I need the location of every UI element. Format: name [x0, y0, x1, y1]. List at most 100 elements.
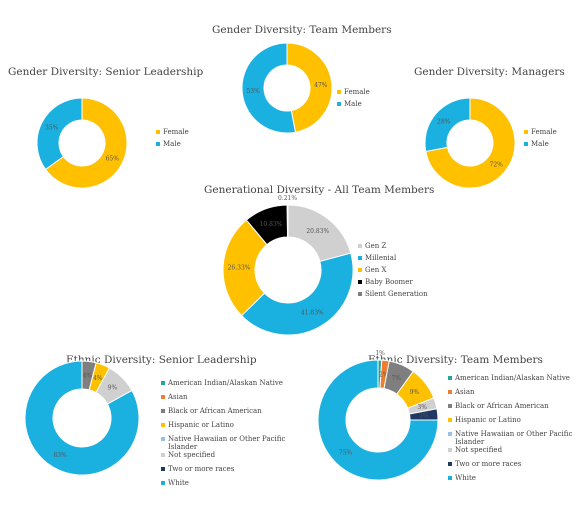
legend-label: Male — [531, 140, 549, 148]
legend-swatch — [161, 437, 165, 441]
legend-label: Hispanic or Latino — [168, 421, 234, 429]
legend-label: White — [168, 479, 189, 487]
legend: American Indian/Alaskan Native Asian Black… — [448, 374, 573, 488]
legend-item-american-indian-alaskan-native[interactable]: American Indian/Alaskan Native — [161, 379, 311, 393]
legend-swatch — [448, 390, 452, 394]
slice-female[interactable] — [44, 97, 128, 189]
legend-swatch — [358, 268, 362, 272]
slice-male[interactable] — [241, 42, 297, 134]
legend-item-white[interactable]: White — [448, 474, 573, 488]
data-label-american-indian-alaskan-native: 1% — [375, 350, 385, 357]
legend-label: Not specified — [168, 451, 216, 459]
slice-female[interactable] — [425, 97, 516, 189]
legend-item-female[interactable]: Female — [156, 128, 216, 140]
legend-item-hispanic-or-latino[interactable]: Hispanic or Latino — [448, 416, 573, 430]
data-label-two-or-more-races: 3% — [419, 413, 429, 420]
chart-title: Gender Diversity: Team Members — [212, 24, 392, 36]
legend-label: Hispanic or Latino — [455, 416, 521, 424]
legend-label: Asian — [455, 388, 475, 396]
legend-label: Black or African American — [455, 402, 549, 410]
slice-white[interactable] — [24, 360, 140, 476]
data-label-silent-generation: 0.21% — [278, 195, 297, 202]
legend-label: Silent Generation — [365, 290, 428, 298]
legend-swatch — [524, 142, 528, 146]
legend-swatch — [161, 395, 165, 399]
legend-item-hispanic-or-latino[interactable]: Hispanic or Latino — [161, 421, 311, 435]
legend-item-female[interactable]: Female — [337, 88, 397, 100]
legend-item-black-or-african-american[interactable]: Black or African American — [161, 407, 311, 421]
legend-item-male[interactable]: Male — [156, 140, 216, 152]
legend-swatch — [337, 102, 341, 106]
legend-swatch — [448, 448, 452, 452]
legend-label: Baby Boomer — [365, 278, 413, 286]
legend-item-native-hawaiian-or-other-pacific-islander[interactable]: Native Hawaiian or Other Pacific Islande… — [161, 435, 311, 451]
legend-item-male[interactable]: Male — [524, 140, 574, 152]
legend: Female Male — [156, 128, 216, 152]
legend-item-asian[interactable]: Asian — [448, 388, 573, 402]
legend-item-millenial[interactable]: Millenial — [358, 254, 468, 266]
slice-female[interactable] — [286, 42, 333, 133]
data-label-female: 65% — [106, 155, 120, 162]
slice-male[interactable] — [424, 97, 471, 153]
legend-label: Asian — [168, 393, 188, 401]
chart-title: Gender Diversity: Senior Leadership — [8, 66, 204, 78]
data-label-female: 47% — [314, 82, 328, 89]
legend-item-female[interactable]: Female — [524, 128, 574, 140]
slice-white[interactable] — [317, 359, 439, 481]
legend-item-baby-boomer[interactable]: Baby Boomer — [358, 278, 468, 290]
data-label-baby-boomer: 10.83% — [260, 221, 283, 228]
legend-swatch — [156, 130, 160, 134]
slice-gen-x[interactable] — [222, 219, 268, 317]
legend-item-silent-generation[interactable]: Silent Generation — [358, 290, 468, 302]
legend-item-not-specified[interactable]: Not specified — [161, 451, 311, 465]
legend-label: Millenial — [365, 254, 397, 262]
legend-item-native-hawaiian-or-other-pacific-islander[interactable]: Native Hawaiian or Other Pacific Islande… — [448, 430, 573, 446]
legend-item-gen-x[interactable]: Gen X — [358, 266, 468, 278]
legend-swatch — [161, 467, 165, 471]
legend-swatch — [448, 404, 452, 408]
data-label-black-or-african-american: 4% — [83, 372, 93, 379]
legend-item-gen-z[interactable]: Gen Z — [358, 242, 468, 254]
slice-millenial[interactable] — [240, 252, 354, 336]
legend-item-two-or-more-races[interactable]: Two or more races — [448, 460, 573, 474]
legend-label: Female — [163, 128, 189, 136]
legend-label: Two or more races — [168, 465, 235, 473]
legend-swatch — [161, 423, 165, 427]
legend-item-two-or-more-races[interactable]: Two or more races — [161, 465, 311, 479]
legend: Female Male — [337, 88, 397, 112]
legend-label: American Indian/Alaskan Native — [455, 374, 570, 382]
legend-label: Gen Z — [365, 242, 387, 250]
data-label-gen-x: 26.33% — [228, 265, 251, 272]
legend-swatch — [358, 292, 362, 296]
slice-male[interactable] — [36, 97, 83, 171]
legend-item-black-or-african-american[interactable]: Black or African American — [448, 402, 573, 416]
legend-swatch — [161, 381, 165, 385]
legend-swatch — [156, 142, 160, 146]
chart-title: Ethnic Diversity: Senior Leadership — [66, 354, 257, 366]
legend: Gen Z Millenial Gen X Baby Boomer Silent Gen… — [358, 242, 468, 302]
data-label-hispanic-or-latino: 9% — [410, 389, 420, 396]
legend-swatch — [448, 432, 452, 436]
legend-label: Not specified — [455, 446, 503, 454]
legend-label: Black or African American — [168, 407, 262, 415]
legend-item-american-indian-alaskan-native[interactable]: American Indian/Alaskan Native — [448, 374, 573, 388]
legend: American Indian/Alaskan Native Asian Black… — [161, 379, 311, 493]
data-label-male: 35% — [45, 125, 59, 132]
legend-swatch — [524, 130, 528, 134]
legend-label: Male — [344, 100, 362, 108]
legend-item-asian[interactable]: Asian — [161, 393, 311, 407]
data-label-female: 72% — [490, 162, 504, 169]
legend-item-white[interactable]: White — [161, 479, 311, 493]
legend-item-male[interactable]: Male — [337, 100, 397, 112]
slice-silent-generation[interactable] — [286, 204, 289, 238]
legend-item-not-specified[interactable]: Not specified — [448, 446, 573, 460]
data-label-male: 53% — [246, 88, 260, 95]
legend-swatch — [448, 376, 452, 380]
chart-title: Ethnic Diversity: Team Members — [368, 354, 543, 366]
chart-title: Gender Diversity: Managers — [414, 66, 565, 78]
